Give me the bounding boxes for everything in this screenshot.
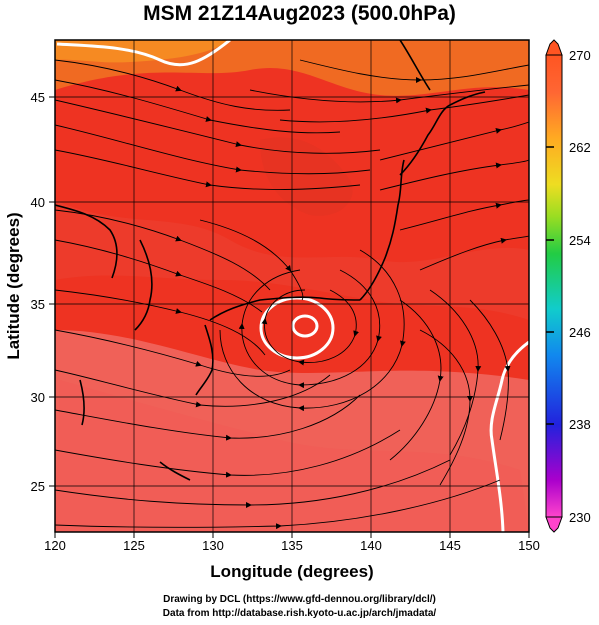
colorbar-scale: [545, 54, 563, 518]
x-tick-label: 125: [123, 538, 145, 553]
streamline: [379, 121, 529, 161]
grid: [55, 40, 529, 532]
streamline: [299, 59, 529, 83]
colorbar-top-arrow: [545, 39, 563, 56]
streamline: [199, 219, 304, 301]
x-axis-title: Longitude (degrees): [210, 562, 373, 581]
coast-shikoku: [209, 296, 361, 321]
streamline: [249, 84, 529, 104]
colorbar: 270 262 254 246 238 230: [545, 39, 591, 533]
coast-ryukyu: [159, 461, 191, 481]
credit-drawing: Drawing by DCL (https://www.gfd-dennou.o…: [163, 594, 436, 605]
coast-taiwan: [79, 379, 85, 426]
y-tick-label: 40: [31, 195, 45, 210]
streamlines: [55, 59, 529, 530]
streamline: [55, 209, 271, 291]
streamline-vortex: [219, 249, 406, 412]
coast-hokkaido: [399, 91, 486, 176]
streamline: [419, 235, 529, 271]
colorbar-tick-label: 246: [569, 325, 591, 340]
y-tick-label: 30: [31, 390, 45, 405]
streamline: [55, 99, 381, 154]
streamline: [55, 149, 361, 190]
streamline: [55, 124, 371, 175]
streamline: [55, 429, 401, 478]
colorbar-tick-label: 262: [569, 140, 591, 155]
contour-northwest: [56, 40, 231, 67]
contour-east: [489, 340, 529, 532]
y-axis-title: Latitude (degrees): [4, 212, 23, 359]
x-tick-label: 120: [44, 538, 66, 553]
streamline: [399, 199, 529, 231]
streamline: [55, 239, 263, 313]
streamline: [419, 329, 473, 486]
x-tick-label: 140: [360, 538, 382, 553]
y-tick-label: 45: [31, 90, 45, 105]
streamline: [469, 299, 511, 441]
y-tick-label: 25: [31, 479, 45, 494]
coast-honshu: [359, 159, 405, 301]
colorbar-bottom-arrow: [545, 516, 563, 533]
x-tick-label: 130: [202, 538, 224, 553]
x-tick-label: 145: [439, 538, 461, 553]
streamline: [55, 369, 331, 408]
streamline: [429, 289, 482, 456]
streamline: [55, 459, 451, 509]
y-tick-label: 35: [31, 297, 45, 312]
colorbar-tick-label: 230: [569, 510, 591, 525]
streamline: [389, 299, 444, 461]
colorbar-tick-label: 254: [569, 233, 591, 248]
coast-sakhalin: [399, 40, 431, 91]
streamline: [55, 59, 291, 111]
coast-kyushu: [195, 324, 214, 396]
credit-data-source: Data from http://database.rish.kyoto-u.a…: [162, 608, 437, 619]
streamline: [379, 159, 529, 191]
streamline: [55, 79, 341, 134]
x-tick-label: 150: [518, 538, 540, 553]
streamline: [55, 479, 501, 530]
streamline: [55, 394, 361, 441]
colorbar-tick-label: 270: [569, 48, 591, 63]
coast-korea: [134, 239, 153, 331]
x-tick-label: 135: [281, 538, 303, 553]
map-title: MSM 21Z14Aug2023 (500.0hPa): [143, 2, 456, 25]
coast-china-north: [55, 204, 118, 279]
coastlines: [55, 40, 486, 481]
axis-ticks: [49, 96, 530, 538]
colorbar-tick-label: 238: [569, 417, 591, 432]
streamline: [279, 94, 529, 123]
